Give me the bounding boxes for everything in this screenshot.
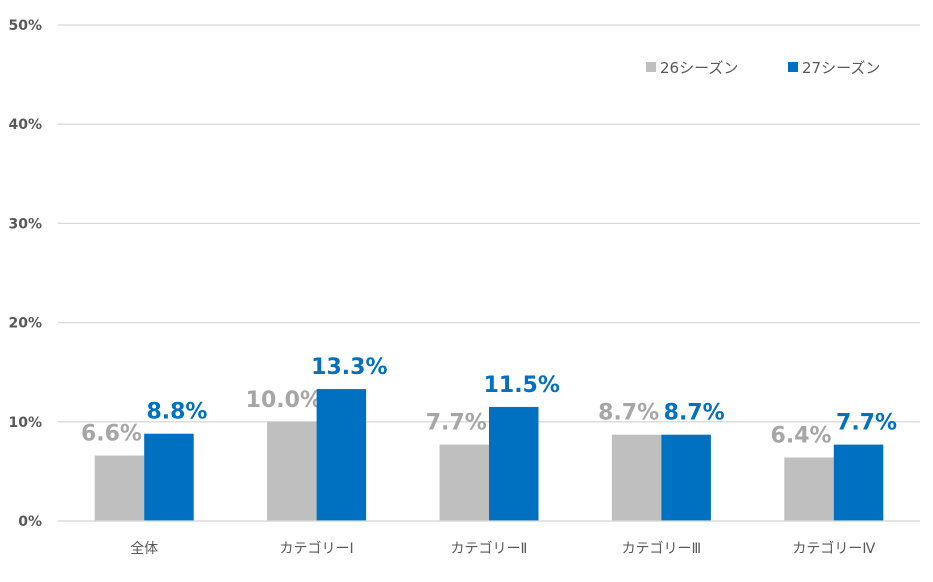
- y-tick-label: 40%: [8, 117, 42, 133]
- bar-series1: [94, 455, 145, 521]
- data-label: 6.4%: [771, 424, 832, 449]
- x-tick-label: カテゴリーⅡ: [451, 540, 528, 557]
- x-tick-label: カテゴリーⅢ: [622, 540, 702, 557]
- y-tick-label: 0%: [18, 514, 42, 530]
- legend-label: 26シーズン: [660, 59, 738, 77]
- data-label: 10.0%: [246, 388, 322, 413]
- bar-series2: [833, 444, 884, 521]
- data-label: 8.7%: [664, 401, 725, 426]
- legend-swatch: [788, 62, 798, 72]
- data-label: 13.3%: [311, 355, 387, 380]
- x-tick-label: カテゴリーⅣ: [792, 540, 875, 557]
- bar-series2: [489, 406, 539, 521]
- data-label: 6.6%: [81, 422, 142, 447]
- legend-swatch: [646, 62, 656, 72]
- y-tick-label: 30%: [8, 216, 42, 232]
- bar-series1: [784, 457, 834, 521]
- bar-series1: [611, 434, 662, 521]
- bar-series2: [316, 389, 367, 521]
- bar-series2: [144, 433, 194, 521]
- data-label: 11.5%: [484, 373, 560, 398]
- y-tick-label: 20%: [8, 316, 42, 332]
- data-label: 7.7%: [426, 411, 487, 436]
- data-label: 8.8%: [146, 400, 207, 425]
- y-tick-label: 50%: [8, 18, 42, 34]
- bar-series2: [661, 434, 711, 521]
- bar-series1: [439, 444, 489, 521]
- bar-series1: [267, 421, 317, 521]
- data-label: 8.7%: [598, 401, 659, 426]
- y-tick-label: 10%: [8, 415, 42, 431]
- data-label: 7.7%: [836, 411, 897, 436]
- x-tick-label: カテゴリーⅠ: [280, 540, 354, 557]
- x-tick-label: 全体: [130, 540, 158, 557]
- legend-label: 27シーズン: [802, 59, 880, 77]
